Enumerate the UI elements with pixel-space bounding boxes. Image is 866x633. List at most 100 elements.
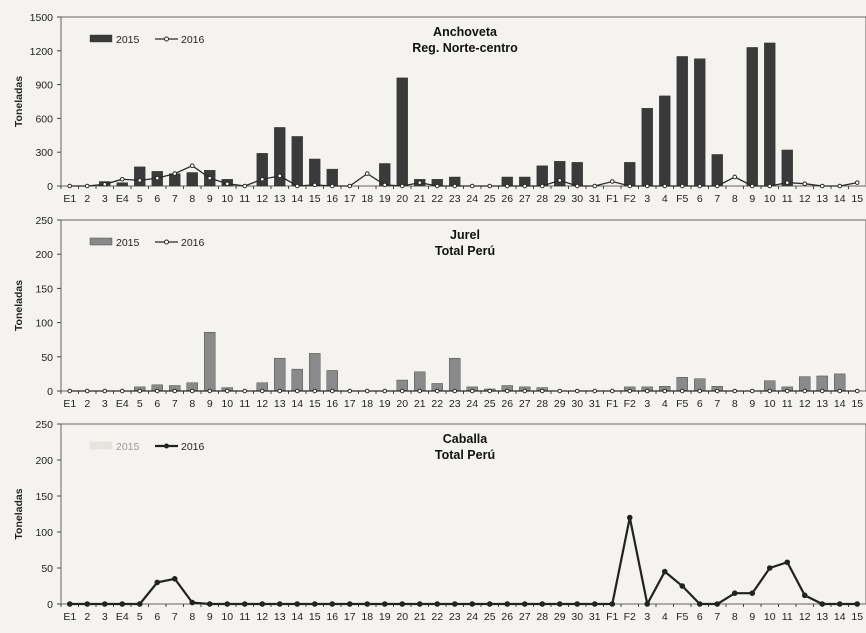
point-1-43 [819,388,825,394]
x-tick-label-0-26: 27 [519,193,531,205]
point-1-31 [609,388,615,394]
point-1-3 [119,388,125,394]
point-1-44 [837,388,843,394]
y-axis-label-0: Toneladas [13,76,25,127]
chart-title-0: Anchoveta [433,25,498,39]
point-2-34 [661,568,668,575]
x-tick-label-2-1: 2 [84,611,90,623]
x-tick-label-2-5: 6 [154,611,160,623]
x-tick-label-2-41: 11 [782,611,793,623]
point-1-1 [84,388,90,394]
x-tick-label-1-11: 12 [256,398,268,410]
x-tick-label-0-32: F2 [624,193,636,205]
y-tick-label-0-2: 600 [35,113,53,125]
x-tick-label-1-2: 3 [102,398,108,410]
x-tick-label-2-6: 7 [172,611,178,623]
point-2-35 [679,583,686,589]
x-tick-label-0-16: 17 [344,193,356,205]
point-2-10 [241,601,248,607]
point-1-15 [329,388,335,394]
x-tick-label-1-43: 13 [816,398,828,410]
point-1-13 [294,388,300,394]
bar-0-14 [309,158,321,187]
point-1-40 [767,388,773,394]
x-tick-label-1-9: 10 [221,398,233,410]
bar-0-37 [711,154,723,187]
bar-0-39 [746,47,758,187]
legend-label-1-0: 2015 [116,237,140,249]
point-0-2 [102,182,108,187]
x-tick-label-0-5: 6 [154,193,160,205]
point-0-42 [802,181,808,187]
y-tick-label-1-1: 50 [41,352,53,364]
bar-0-28 [554,161,566,187]
x-tick-label-0-6: 7 [172,193,178,205]
point-0-11 [259,176,265,182]
x-tick-label-2-14: 15 [309,611,321,623]
x-tick-label-2-30: 31 [589,611,601,623]
point-0-24 [487,183,493,189]
point-2-39 [749,590,756,597]
x-tick-label-1-25: 26 [501,398,513,410]
x-tick-label-1-31: F1 [606,398,618,410]
point-0-36 [697,183,703,189]
x-tick-label-2-3: E4 [116,611,129,623]
x-tick-label-0-25: 26 [501,193,513,205]
x-tick-label-1-38: 8 [732,398,738,410]
point-2-4 [136,601,143,607]
bar-0-32 [624,162,636,187]
x-tick-label-2-12: 13 [274,611,286,623]
point-1-37 [714,388,720,394]
bar-0-13 [291,136,303,187]
x-tick-label-0-22: 23 [449,193,461,205]
x-tick-label-1-4: 5 [137,398,143,410]
x-tick-label-1-12: 13 [274,398,286,410]
point-1-9 [224,388,230,394]
point-0-41 [784,180,790,185]
chart-subtitle-2: Total Perú [435,448,495,462]
point-2-11 [259,601,266,607]
point-1-20 [417,388,423,394]
point-0-20 [417,180,423,185]
point-1-30 [592,388,598,394]
y-axis-label-2: Toneladas [13,488,25,539]
point-1-38 [732,388,738,394]
x-tick-label-0-33: 3 [644,193,650,205]
x-tick-label-0-3: E4 [116,193,129,205]
point-1-29 [574,388,580,394]
point-1-14 [312,388,318,394]
point-1-16 [347,388,353,394]
point-2-7 [189,599,196,606]
x-tick-label-0-31: F1 [606,193,618,205]
point-1-0 [67,388,73,394]
point-0-28 [557,178,563,183]
point-2-45 [854,601,861,607]
point-1-24 [487,388,493,394]
point-0-3 [119,176,125,182]
point-2-28 [556,601,563,607]
x-tick-label-0-37: 7 [714,193,720,205]
point-0-23 [469,183,475,189]
x-tick-label-0-8: 9 [207,193,213,205]
bar-0-29 [571,162,583,187]
point-0-39 [749,183,755,189]
point-0-26 [522,183,528,189]
x-tick-label-1-10: 11 [239,398,250,410]
legend-swatch-0-0 [89,34,113,43]
point-0-37 [714,183,720,189]
x-tick-label-2-23: 24 [466,611,478,623]
y-tick-label-0-0: 0 [47,181,53,193]
bar-1-44 [834,373,846,392]
x-tick-label-2-2: 3 [102,611,108,623]
point-0-18 [382,182,388,188]
bar-0-4 [134,166,146,187]
point-2-0 [66,601,73,607]
x-tick-label-2-31: F1 [606,611,618,623]
chart-subtitle-1: Total Perú [435,244,495,258]
bar-1-14 [309,353,321,392]
bar-0-11 [256,153,268,187]
x-tick-label-2-38: 8 [732,611,738,623]
x-tick-label-0-4: 5 [137,193,143,205]
point-1-27 [539,388,545,394]
